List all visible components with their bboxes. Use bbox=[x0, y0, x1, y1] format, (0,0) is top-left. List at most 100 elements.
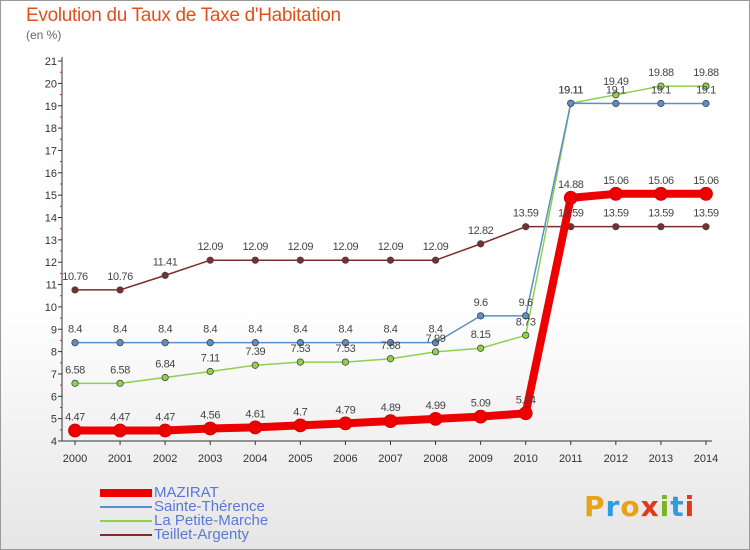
x-tick-label: 2005 bbox=[288, 453, 312, 465]
legend-item-teillet-argenty: Teillet-Argenty bbox=[100, 526, 268, 543]
data-label: 12.09 bbox=[378, 241, 404, 253]
chart-unit-label: (en %) bbox=[26, 28, 62, 42]
x-tick-label: 2003 bbox=[198, 453, 222, 465]
x-tick-label: 2000 bbox=[63, 453, 87, 465]
data-point bbox=[608, 186, 623, 201]
data-label: 7.39 bbox=[245, 346, 265, 358]
data-label: 6.84 bbox=[155, 359, 175, 371]
series-line-sainte-th-rence bbox=[75, 102, 706, 344]
legend-swatch bbox=[100, 489, 152, 497]
data-label: 13.59 bbox=[603, 208, 629, 220]
data-label: 8.4 bbox=[113, 324, 127, 336]
logo-letter: t bbox=[670, 490, 685, 523]
data-label: 19.11 bbox=[558, 84, 583, 96]
data-label: 5.09 bbox=[471, 398, 491, 410]
data-point bbox=[522, 312, 530, 320]
y-tick-label: 11 bbox=[46, 280, 57, 292]
x-tick-label: 2001 bbox=[108, 453, 132, 465]
chart-legend: MAZIRAT Sainte-Thérence La Petite-Marche… bbox=[100, 484, 269, 543]
data-point bbox=[473, 409, 488, 424]
data-label: 6.58 bbox=[65, 364, 85, 376]
legend-label: Teillet-Argenty bbox=[154, 526, 250, 543]
data-point bbox=[477, 344, 485, 352]
data-label: 15.06 bbox=[648, 175, 674, 187]
proxiti-logo: Proxiti bbox=[584, 490, 695, 523]
legend-item-la-petite-marche: La Petite-Marche bbox=[100, 512, 269, 529]
data-label: 14.88 bbox=[558, 179, 584, 191]
y-tick-label: 9 bbox=[51, 324, 57, 336]
y-tick-label: 4 bbox=[51, 436, 57, 448]
data-label: 8.4 bbox=[248, 324, 262, 336]
legend-label: La Petite-Marche bbox=[154, 512, 269, 529]
data-label: 4.61 bbox=[245, 408, 265, 420]
data-label: 8.4 bbox=[68, 324, 82, 336]
data-point bbox=[251, 339, 259, 347]
logo-letter: r bbox=[605, 490, 621, 523]
y-tick-label: 12 bbox=[45, 257, 57, 269]
y-tick-label: 6 bbox=[51, 391, 57, 403]
data-point bbox=[612, 99, 620, 108]
logo-letter: i bbox=[659, 490, 671, 523]
legend-label: MAZIRAT bbox=[154, 484, 219, 501]
data-point bbox=[71, 339, 79, 347]
data-point bbox=[116, 286, 124, 294]
data-point bbox=[563, 190, 578, 205]
data-point bbox=[428, 411, 443, 426]
y-tick-label: 7 bbox=[51, 369, 57, 381]
data-point bbox=[251, 361, 259, 369]
data-label: 9.6 bbox=[519, 297, 533, 309]
data-point bbox=[522, 331, 530, 339]
data-label: 4.47 bbox=[110, 411, 130, 423]
data-point bbox=[68, 423, 82, 438]
data-label: 19.11 bbox=[558, 84, 583, 96]
data-point bbox=[296, 339, 304, 347]
data-label: 10.76 bbox=[62, 271, 88, 283]
data-label: 13.59 bbox=[693, 208, 719, 220]
logo-letter: x bbox=[640, 490, 660, 523]
logo-letter: P bbox=[584, 490, 606, 523]
y-tick-label: 16 bbox=[45, 168, 57, 180]
data-point bbox=[522, 223, 530, 231]
x-tick-label: 2004 bbox=[243, 453, 267, 465]
data-point bbox=[158, 423, 173, 438]
y-tick-label: 21 bbox=[45, 56, 57, 68]
data-label: 7.11 bbox=[201, 352, 220, 364]
data-point bbox=[702, 223, 710, 231]
data-label: 8.4 bbox=[158, 324, 172, 336]
data-point bbox=[431, 256, 440, 264]
legend-swatch bbox=[100, 520, 152, 522]
data-label: 7.68 bbox=[381, 340, 401, 352]
data-label: 8.4 bbox=[293, 324, 307, 336]
data-label: 12.09 bbox=[423, 241, 449, 253]
data-point bbox=[71, 379, 79, 387]
data-label: 12.09 bbox=[333, 241, 359, 253]
data-label: 7.53 bbox=[290, 343, 310, 355]
data-label: 19.88 bbox=[648, 67, 674, 79]
data-label: 12.09 bbox=[197, 241, 223, 253]
x-tick-label: 2013 bbox=[649, 453, 673, 465]
data-label: 7.99 bbox=[426, 333, 446, 345]
data-point bbox=[702, 99, 710, 108]
logo-letter: o bbox=[620, 490, 641, 523]
data-label: 7.53 bbox=[336, 343, 356, 355]
data-point bbox=[161, 271, 169, 279]
data-point bbox=[293, 418, 308, 433]
legend-swatch bbox=[100, 506, 152, 508]
data-label: 9.6 bbox=[474, 297, 488, 309]
data-point bbox=[113, 423, 127, 438]
y-tick-label: 8 bbox=[51, 347, 57, 359]
data-point bbox=[341, 358, 350, 366]
data-label: 4.79 bbox=[336, 404, 356, 416]
data-point bbox=[567, 99, 575, 107]
x-tick-label: 2014 bbox=[694, 453, 718, 465]
data-point bbox=[251, 256, 259, 264]
x-tick-label: 2006 bbox=[333, 453, 357, 465]
data-label: 4.47 bbox=[155, 411, 175, 423]
data-label: 8.4 bbox=[429, 324, 443, 336]
data-label: 19.49 bbox=[603, 76, 629, 88]
y-tick-label: 13 bbox=[45, 235, 57, 247]
data-label: 19.1 bbox=[606, 85, 626, 97]
data-label: 8.15 bbox=[471, 329, 491, 341]
data-label: 4.56 bbox=[200, 409, 220, 421]
